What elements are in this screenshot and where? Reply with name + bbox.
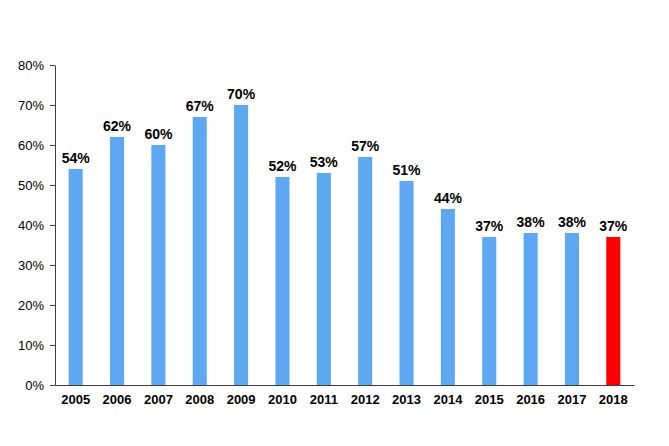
- data-label: 38%: [558, 214, 587, 230]
- x-tick-label: 2011: [310, 392, 338, 407]
- x-tick-label: 2008: [185, 392, 214, 407]
- data-label: 38%: [517, 214, 546, 230]
- x-tick-label: 2013: [392, 392, 421, 407]
- y-tick-mark: [50, 145, 55, 146]
- y-axis-line: [55, 66, 56, 386]
- y-tick-label: 80%: [18, 58, 44, 73]
- x-tick-label: 2014: [433, 392, 463, 407]
- x-tick: 2008: [185, 392, 214, 407]
- data-label: 44%: [434, 190, 463, 206]
- data-label: 62%: [103, 118, 132, 134]
- y-tick: 0%: [25, 378, 55, 393]
- y-tick-label: 50%: [18, 178, 44, 193]
- x-tick: 2010: [268, 392, 297, 407]
- x-tick: 2011: [310, 392, 338, 407]
- bar: [606, 237, 620, 385]
- y-tick-mark: [50, 105, 55, 106]
- data-label: 67%: [186, 98, 215, 114]
- y-tick: 70%: [18, 98, 55, 113]
- bar: [524, 233, 538, 385]
- data-label: 51%: [393, 162, 422, 178]
- data-label: 52%: [268, 158, 297, 174]
- x-tick: 2006: [103, 392, 132, 407]
- bar: [275, 177, 289, 385]
- x-tick-label: 2005: [61, 392, 90, 407]
- bar: [317, 173, 331, 385]
- data-label: 53%: [310, 154, 339, 170]
- data-label: 60%: [144, 126, 173, 142]
- y-tick-label: 60%: [18, 138, 44, 153]
- bar: [193, 117, 207, 385]
- x-tick: 2012: [351, 392, 380, 407]
- x-tick-label: 2010: [268, 392, 297, 407]
- y-tick-label: 70%: [18, 98, 44, 113]
- y-tick: 40%: [18, 218, 55, 233]
- bar: [110, 137, 124, 385]
- data-label: 57%: [351, 138, 380, 154]
- y-tick-mark: [50, 265, 55, 266]
- bar: [482, 237, 496, 385]
- y-tick-mark: [50, 345, 55, 346]
- x-tick: 2013: [392, 392, 421, 407]
- y-tick: 30%: [18, 258, 55, 273]
- x-tick-label: 2017: [558, 392, 587, 407]
- data-label: 37%: [475, 218, 504, 234]
- bar: [441, 209, 455, 385]
- x-tick: 2005: [61, 392, 90, 407]
- y-tick-label: 20%: [18, 298, 44, 313]
- x-tick-label: 2018: [599, 392, 628, 407]
- y-tick-mark: [50, 185, 55, 186]
- data-label: 37%: [599, 218, 628, 234]
- x-tick: 2017: [558, 392, 587, 407]
- x-tick: 2007: [144, 392, 173, 407]
- x-tick-label: 2012: [351, 392, 380, 407]
- bar: [151, 145, 165, 385]
- x-tick-label: 2006: [103, 392, 132, 407]
- x-tick-label: 2007: [144, 392, 173, 407]
- x-tick: 2014: [433, 392, 463, 407]
- y-tick: 60%: [18, 138, 55, 153]
- y-tick-mark: [50, 385, 55, 386]
- data-labels: 54% 62% 60% 67% 70% 52% 53% 57% 51% 44% 37% 38% 38% 3…: [62, 86, 628, 234]
- y-tick-label: 10%: [18, 338, 44, 353]
- x-axis: 2005 2006 2007 2008 2009 2010 2011 2012 2013 2014…: [56, 386, 635, 408]
- bars: [69, 105, 621, 385]
- y-tick: 10%: [18, 338, 55, 353]
- y-axis: 0% 10% 20% 30% 40% 50% 60% 70% 80%: [18, 58, 56, 393]
- data-label: 70%: [227, 86, 256, 102]
- bar: [69, 169, 83, 385]
- bar: [400, 181, 414, 385]
- bar: [358, 157, 372, 385]
- y-tick: 80%: [18, 58, 55, 73]
- plot: 0%10%20%30%40%50%60%70%80%20052006200720…: [18, 58, 635, 408]
- x-tick-label: 2015: [475, 392, 504, 407]
- x-tick: 2018: [599, 392, 628, 407]
- y-tick-label: 0%: [25, 378, 44, 393]
- y-tick-label: 30%: [18, 258, 44, 273]
- x-tick: 2009: [227, 392, 256, 407]
- y-tick: 50%: [18, 178, 55, 193]
- data-label: 54%: [62, 150, 91, 166]
- y-tick-mark: [50, 225, 55, 226]
- bar: [565, 233, 579, 385]
- x-tick-label: 2016: [516, 392, 545, 407]
- y-tick: 20%: [18, 298, 55, 313]
- y-tick-label: 40%: [18, 218, 44, 233]
- x-tick-label: 2009: [227, 392, 256, 407]
- y-tick-mark: [50, 305, 55, 306]
- bar: [234, 105, 248, 385]
- chart: 0%10%20%30%40%50%60%70%80%20052006200720…: [0, 0, 669, 446]
- y-tick-mark: [50, 65, 55, 66]
- x-tick: 2016: [516, 392, 545, 407]
- x-axis-line: [56, 385, 635, 386]
- x-tick: 2015: [475, 392, 504, 407]
